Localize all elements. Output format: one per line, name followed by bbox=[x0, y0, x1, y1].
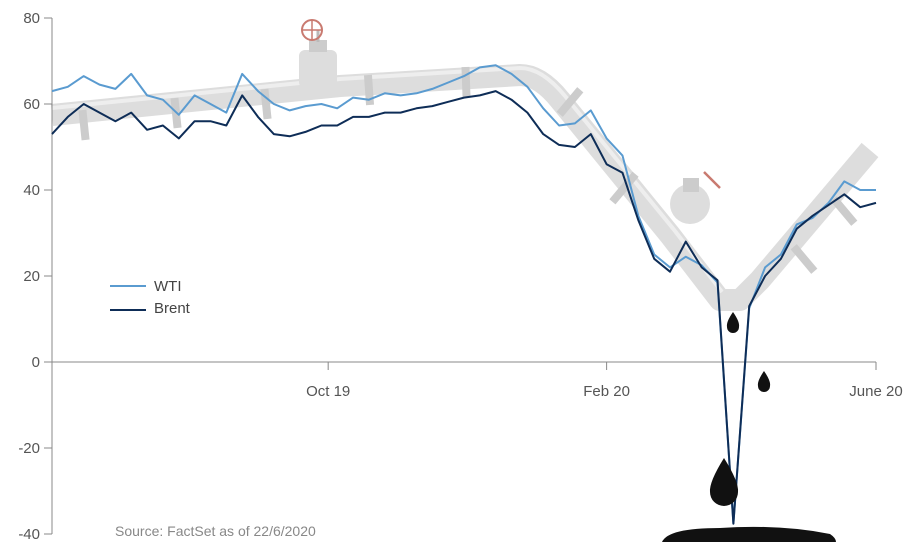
pipeline-body bbox=[50, 64, 879, 311]
source-note: Source: FactSet as of 22/6/2020 bbox=[115, 523, 316, 539]
pipeline-highlight bbox=[51, 65, 724, 294]
oil-drop-small-1 bbox=[726, 312, 740, 333]
y-tick-label: 40 bbox=[23, 182, 40, 199]
legend: WTI Brent bbox=[110, 278, 191, 317]
x-tick-label: Oct 19 bbox=[306, 383, 350, 400]
legend-label-wti: WTI bbox=[154, 278, 182, 295]
series-line-brent bbox=[51, 90, 877, 525]
series-group bbox=[51, 64, 877, 525]
x-ticks: Oct 19 Feb 20 June 20 bbox=[306, 362, 903, 400]
y-tick-label: 0 bbox=[32, 354, 40, 371]
pipeline-illustration bbox=[50, 19, 879, 311]
y-tick-label: -40 bbox=[18, 526, 40, 542]
oil-drop-large bbox=[709, 458, 739, 506]
valve-2 bbox=[670, 171, 721, 224]
y-ticks: 80 60 40 20 0 -20 -40 bbox=[18, 10, 52, 542]
oil-drops bbox=[662, 312, 836, 542]
y-tick-label: 60 bbox=[23, 96, 40, 113]
y-tick-label: 20 bbox=[23, 268, 40, 285]
y-tick-label: -20 bbox=[18, 440, 40, 457]
oil-puddle bbox=[662, 526, 836, 542]
pipeline-joints bbox=[78, 66, 858, 274]
oil-drop-small-2 bbox=[757, 371, 771, 392]
legend-label-brent: Brent bbox=[154, 300, 191, 317]
x-tick-label: June 20 bbox=[849, 383, 902, 400]
y-tick-label: 80 bbox=[23, 10, 40, 27]
x-tick-label: Feb 20 bbox=[583, 383, 630, 400]
valve-1 bbox=[299, 19, 337, 88]
